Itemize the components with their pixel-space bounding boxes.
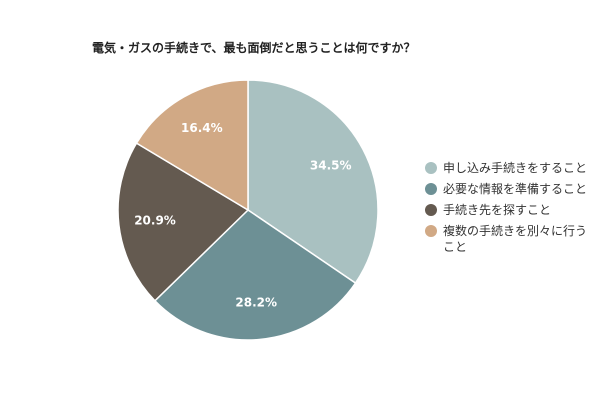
legend-swatch [425, 183, 437, 195]
value-label: 28.2% [235, 296, 277, 310]
legend-label: 申し込み手続きをすること [443, 161, 588, 175]
legend-item: 複数の手続きを別々に行うこと [425, 223, 597, 255]
legend-swatch [425, 162, 437, 174]
legend-item: 申し込み手続きをすること [425, 160, 597, 176]
value-label: 20.9% [134, 213, 176, 227]
pie-slice [247, 79, 379, 285]
legend-swatch [425, 204, 437, 216]
legend-label: 複数の手続きを別々に行うこと [443, 224, 588, 254]
chart-title: 電気・ガスの手続きで、最も面倒だと思うことは何ですか？ [92, 40, 416, 55]
legend: 申し込み手続きをすること 必要な情報を準備すること 手続き先を探すこと複数の手続きを… [425, 160, 597, 260]
pie-slice [135, 79, 249, 212]
pie-slice [153, 209, 357, 341]
legend-item: 手続き先を探すこと [425, 202, 597, 218]
value-label: 16.4% [181, 121, 223, 135]
pie-slice [117, 142, 250, 302]
legend-label: 必要な情報を準備すること [443, 182, 588, 196]
legend-label: 手続き先を探すこと [443, 203, 552, 217]
legend-item: 必要な情報を準備すること [425, 181, 597, 197]
legend-swatch [425, 225, 437, 237]
value-label: 34.5% [310, 159, 352, 173]
